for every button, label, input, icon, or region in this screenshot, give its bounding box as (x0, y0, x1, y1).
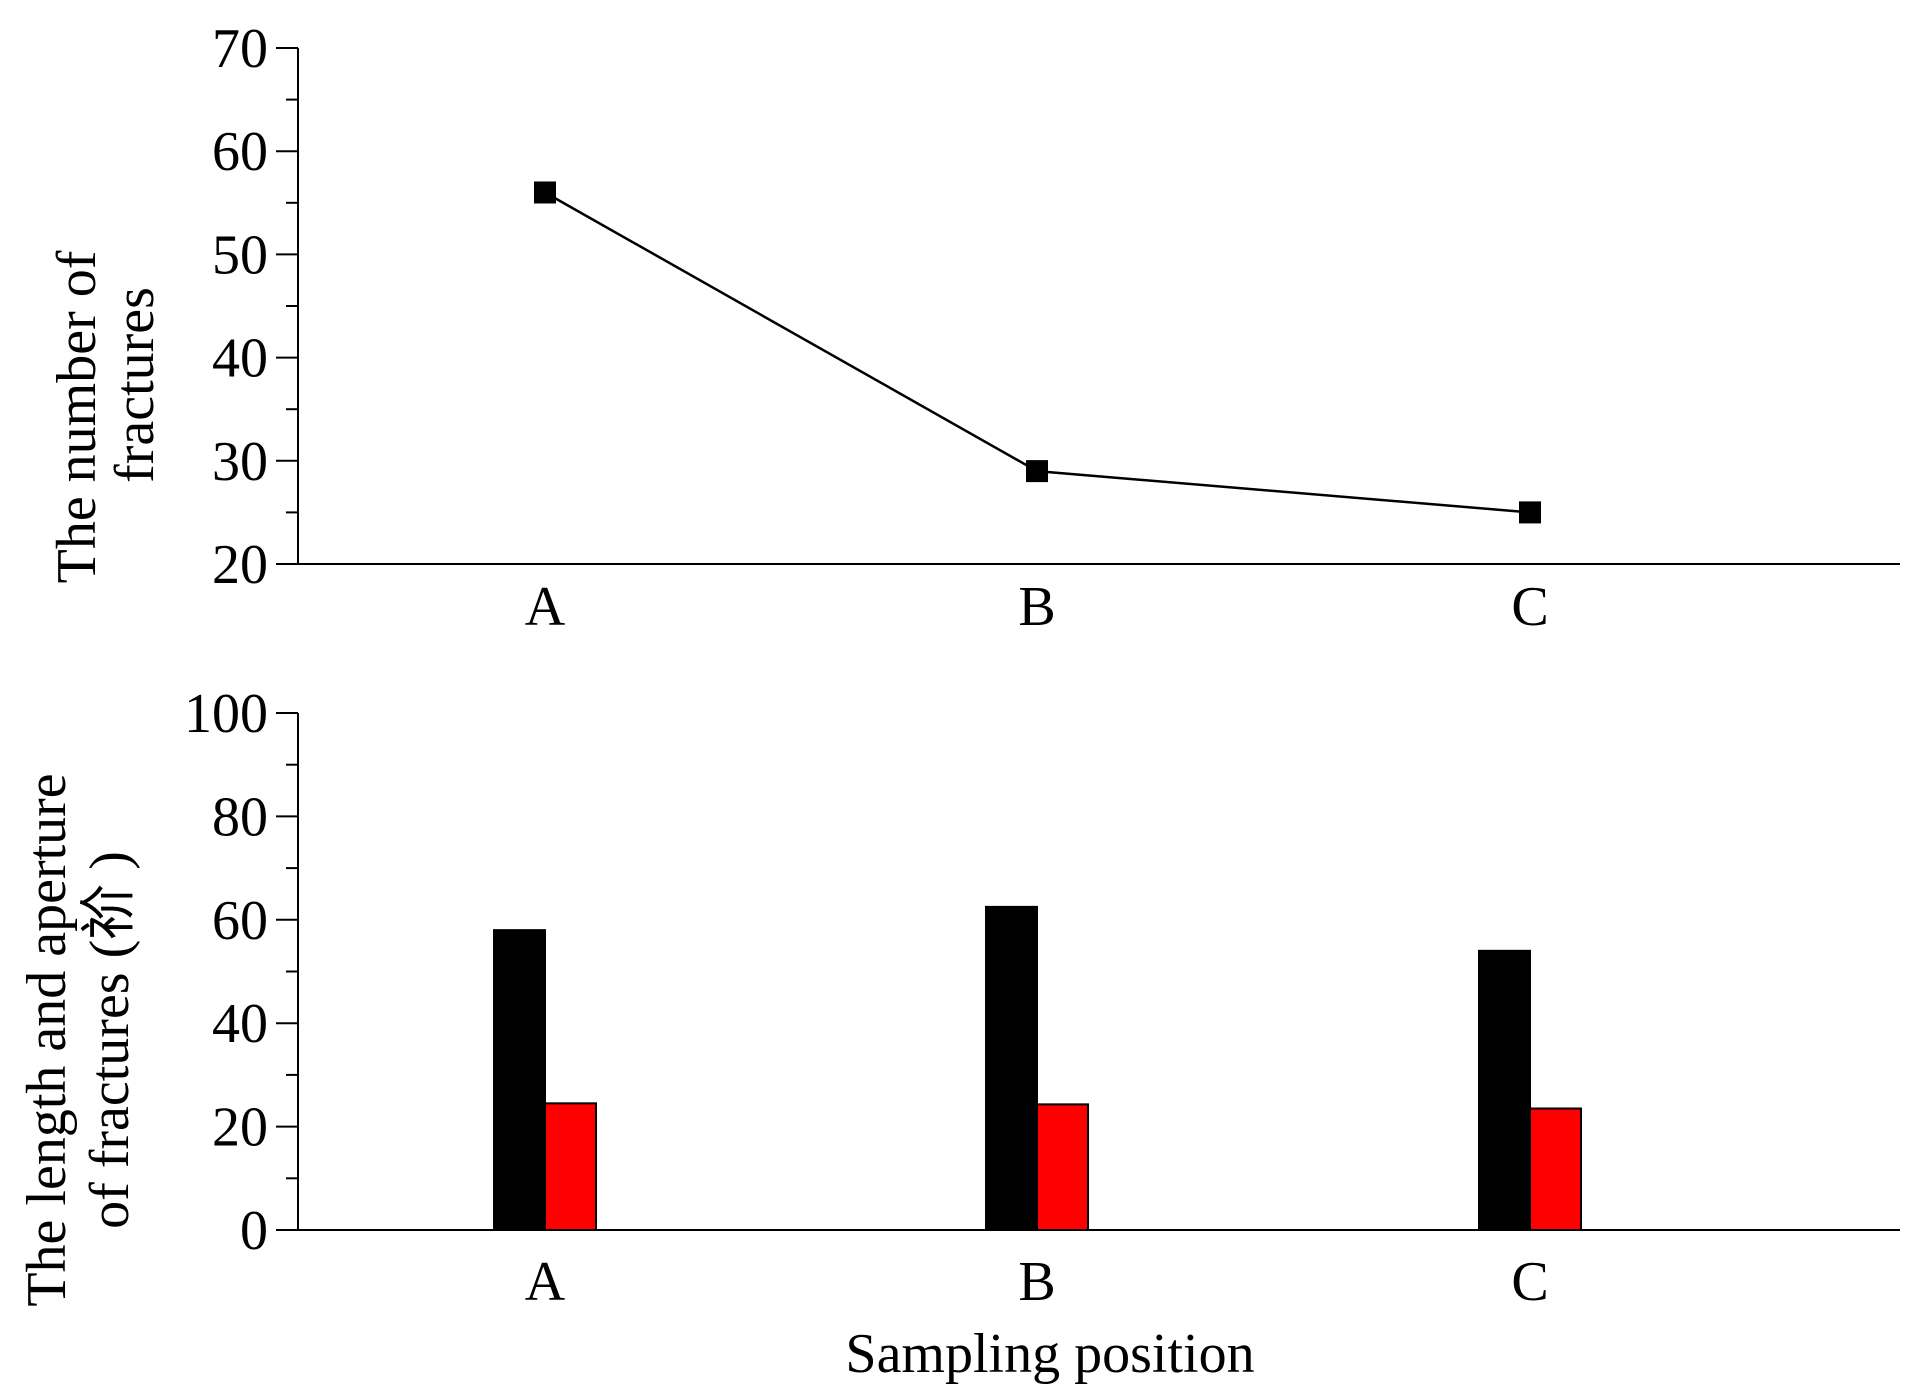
y-tick-label: 40 (212, 993, 268, 1055)
bar-length (1478, 949, 1531, 1231)
data-point-marker (534, 181, 556, 204)
x-category-label: B (1018, 1251, 1055, 1313)
top-chart-axes (297, 48, 1900, 565)
x-category-label: A (525, 576, 566, 638)
x-category-label: B (1018, 576, 1055, 638)
y-tick-label: 100 (184, 683, 268, 745)
y-tick-label: 20 (212, 1097, 268, 1159)
top-chart-y-ticks: 20 30 40 50 60 70 (212, 18, 298, 596)
y-tick-label: 50 (212, 224, 268, 286)
data-point-marker (1026, 460, 1048, 483)
top-chart-series (534, 181, 1541, 524)
bar-length (493, 929, 546, 1231)
y-tick-label: 60 (212, 121, 268, 183)
fracture-count-line-chart: 20 30 40 50 60 70 A B C The number of fractures (46, 18, 1900, 638)
y-tick-label: 30 (212, 431, 268, 493)
top-chart-ylabel-line-2: fractures (104, 287, 166, 483)
x-category-label: C (1511, 1251, 1548, 1313)
y-tick-label: 20 (212, 534, 268, 596)
data-point-marker (1519, 501, 1541, 524)
top-chart-x-categories: A B C (525, 576, 1549, 638)
bottom-chart-x-categories: A B C (525, 1251, 1549, 1313)
bottom-chart-xlabel: Sampling position (845, 1323, 1254, 1385)
y-tick-label: 80 (212, 786, 268, 848)
fracture-length-aperture-bar-chart: 0 20 40 60 80 100 A B C The length and aperture… (16, 683, 1900, 1385)
bar-length (985, 905, 1038, 1231)
y-tick-label: 0 (240, 1200, 268, 1262)
bottom-chart-y-ticks: 0 20 40 60 80 100 (184, 683, 298, 1262)
y-tick-label: 70 (212, 18, 268, 80)
y-tick-label: 40 (212, 328, 268, 390)
bottom-chart-ylabel-line-2: of fractures (祄 ) (79, 851, 141, 1229)
y-tick-label: 60 (212, 890, 268, 952)
bottom-chart-ylabel-line-1: The length and aperture (16, 773, 78, 1306)
bar-aperture (1529, 1107, 1582, 1232)
bar-aperture (1036, 1103, 1089, 1232)
bottom-chart-series (493, 905, 1582, 1232)
top-chart-ylabel-line-1: The number of (46, 250, 108, 583)
bar-aperture (544, 1102, 597, 1231)
x-category-label: A (525, 1251, 566, 1313)
x-category-label: C (1511, 576, 1548, 638)
